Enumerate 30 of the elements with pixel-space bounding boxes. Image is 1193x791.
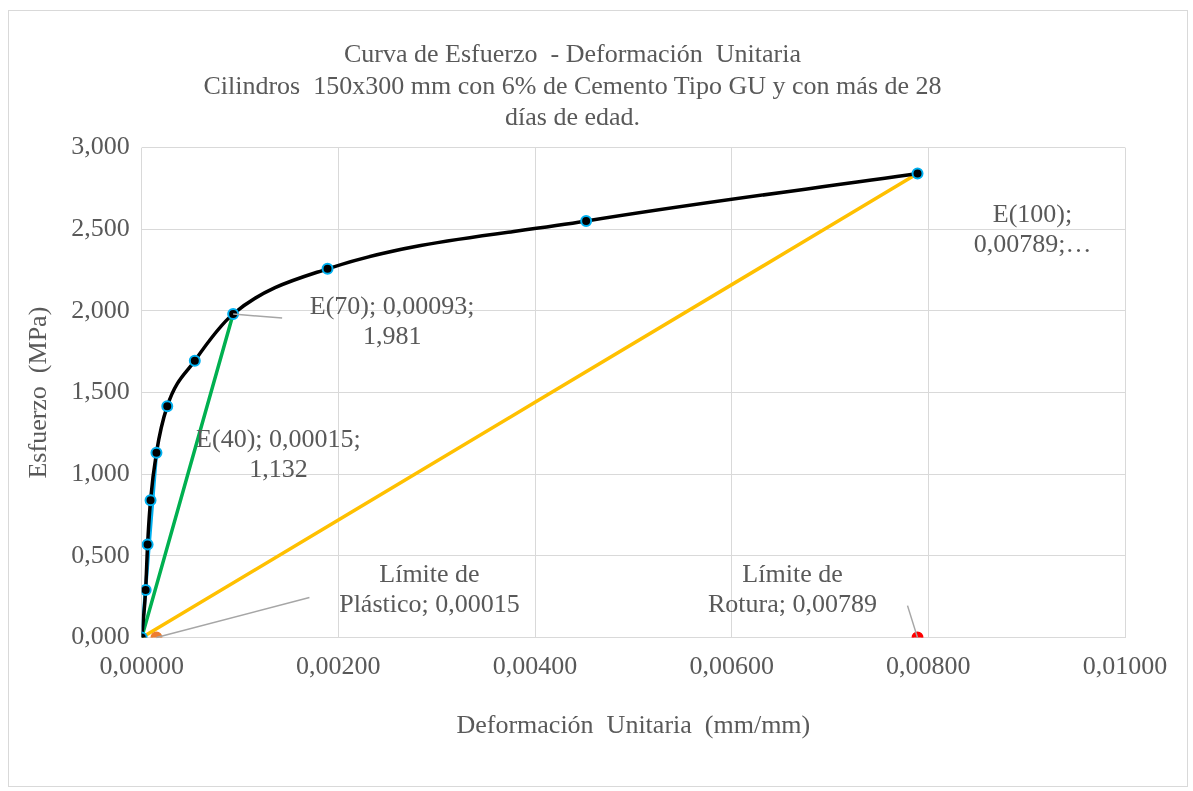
y-axis-title: Esfuerzo (MPa) xyxy=(23,306,53,479)
y-tick-label: 3,000 xyxy=(71,131,130,161)
y-tick-label: 2,500 xyxy=(71,213,130,243)
x-tick-label: 0,00200 xyxy=(296,651,381,681)
y-tick-label: 0,500 xyxy=(71,539,130,569)
y-tick-label: 2,000 xyxy=(71,294,130,324)
annotation: E(100); 0,00789;… xyxy=(973,199,1092,259)
y-tick-label: 0,000 xyxy=(71,621,130,651)
point xyxy=(580,215,593,228)
point xyxy=(188,354,201,367)
x-axis-title: Deformación Unitaria (mm/mm) xyxy=(456,710,811,740)
point xyxy=(161,400,174,413)
point xyxy=(144,494,157,507)
annotation: Límite de Rotura; 0,00789 xyxy=(708,559,878,619)
x-tick-label: 0,01000 xyxy=(1082,651,1168,681)
point xyxy=(911,167,924,180)
point xyxy=(150,446,163,459)
x-tick-label: 0,00400 xyxy=(492,651,578,681)
y-tick-label: 1,000 xyxy=(71,458,130,488)
x-tick-label: 0,00000 xyxy=(99,651,184,681)
chart-subtitle: Cilindros 150x300 mm con 6% de Cemento Tipo GU y con más de 28 días de edad. xyxy=(203,70,942,131)
x-tick-label: 0,00800 xyxy=(886,651,971,681)
annotation: Límite de Plástico; 0,00015 xyxy=(339,559,520,619)
x-tick-label: 0,00600 xyxy=(689,651,774,681)
chart-title: Curva de Esfuerzo - Deformación Unitaria xyxy=(344,39,802,69)
annotation: E(70); 0,00093; 1,981 xyxy=(309,290,475,350)
point xyxy=(141,584,152,597)
y-tick-label: 1,500 xyxy=(71,376,130,406)
point xyxy=(141,538,154,551)
point xyxy=(321,262,334,275)
